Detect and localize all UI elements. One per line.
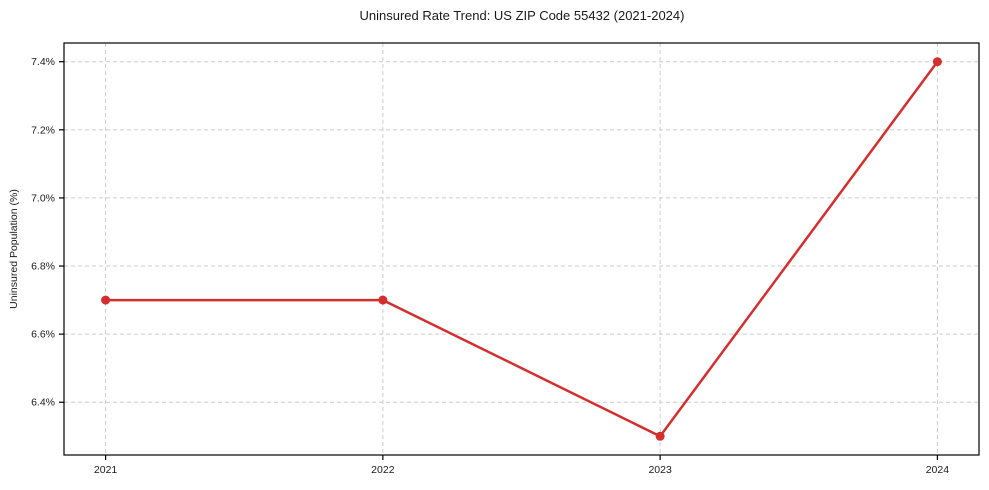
- data-point-marker: [101, 295, 111, 305]
- chart-title: Uninsured Rate Trend: US ZIP Code 55432 …: [359, 8, 685, 23]
- y-axis-label: Uninsured Population (%): [8, 189, 20, 309]
- axes-frame: [63, 42, 980, 456]
- y-tick-label: 6.6%: [31, 329, 55, 341]
- y-tick-label: 6.8%: [31, 261, 55, 273]
- y-tick-label: 6.4%: [31, 397, 55, 409]
- y-tick-label: 7.2%: [31, 124, 55, 136]
- y-tick-label: 7.4%: [31, 56, 55, 68]
- data-point-marker: [378, 295, 388, 305]
- x-tick-label: 2022: [371, 464, 395, 476]
- trend-line: [104, 60, 939, 438]
- x-tick-label: 2023: [648, 464, 672, 476]
- data-point-marker: [655, 431, 665, 441]
- data-point-marker: [932, 57, 942, 67]
- x-tick-label: 2021: [94, 464, 118, 476]
- y-tick-label: 7.0%: [31, 192, 55, 204]
- x-tick-label: 2024: [926, 464, 950, 476]
